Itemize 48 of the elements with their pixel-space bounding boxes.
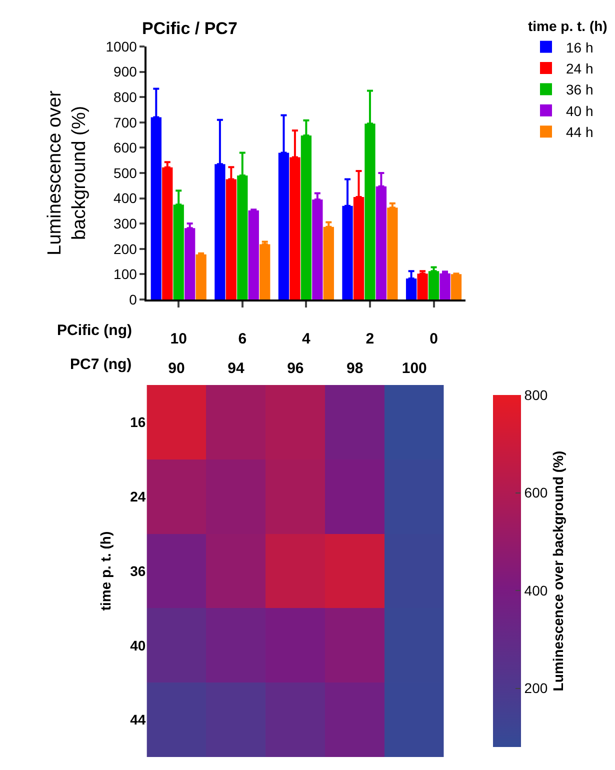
x-tick-label: 96 [287,360,304,377]
color-bar-label: 200 [524,680,548,696]
y-axis-title: Luminescence over background (%) [44,90,90,256]
bar [260,244,270,300]
y-tick-label: 16 [130,414,146,430]
bar [417,274,428,300]
x-tick-label: 90 [168,360,185,377]
legend-title: time p. t. (h) [528,18,608,34]
bar [196,254,206,300]
x-tick-label: 10 [170,330,187,348]
color-bar-label: 600 [524,484,548,501]
x-tick-label: 2 [366,330,374,348]
legend-label: 24 h [566,60,594,76]
y-tick-label: 700 [114,114,138,130]
x-tick-label: 0 [430,330,438,348]
y-tick-label: 900 [114,64,138,80]
y-axis-title: time p. t. (h) [98,531,114,611]
color-bar-label: 400 [524,582,548,598]
y-tick-label: 500 [114,164,138,181]
bar [440,273,450,300]
color-bar-title: Luminescence over background (%) [550,450,566,692]
y-tick-label: 44 [130,712,146,728]
x-tick-label: 100 [402,360,427,377]
x-tick-label: 4 [302,330,312,348]
y-tick-label: 1000 [106,38,138,54]
y-tick-label: 100 [114,266,138,282]
y-tick-label: 300 [114,215,138,232]
y-tick-label: 36 [130,562,146,579]
x-tick-label: 94 [228,360,245,377]
x-tick-label: 6 [238,330,247,348]
y-tick-label: 800 [114,88,138,105]
bar [248,210,259,300]
x-axis-title: PCific (ng) [57,322,132,339]
y-tick-label: 0 [129,291,138,308]
y-tick-label: 40 [130,637,146,654]
legend-label: 36 h [566,82,594,98]
y-tick-label: 24 [130,488,146,504]
y-tick-label: 200 [114,240,138,257]
legend-label: 44 h [566,124,594,140]
y-tick-label: 400 [114,190,138,206]
legend-label: 40 h [566,102,594,119]
chart-title: PCific / PC7 [142,19,238,38]
x-tick-label: 98 [346,360,364,377]
bar [450,274,462,300]
y-tick-label: 600 [114,140,138,156]
legend-label: 16 h [566,39,594,56]
color-bar-label: 800 [524,386,548,403]
x-axis-title: PC7 (ng) [70,356,132,373]
